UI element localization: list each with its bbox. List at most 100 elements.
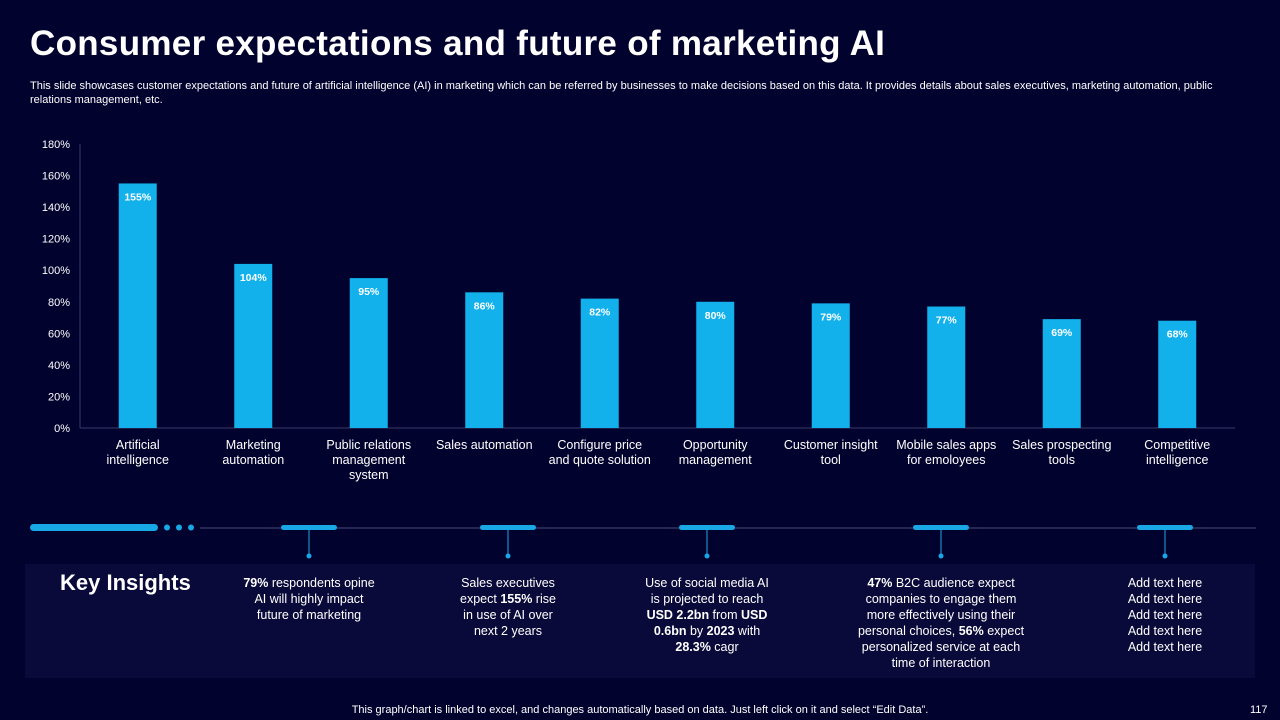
- key-insight-segment: time of interaction: [891, 656, 991, 670]
- key-insight-segment: Add text here: [1127, 640, 1203, 654]
- key-insight-highlight: USD: [741, 608, 768, 622]
- x-category-label: and quote solution: [549, 453, 651, 467]
- bar[interactable]: [696, 301, 735, 428]
- x-category-label: Marketing: [226, 438, 281, 452]
- x-category-label: management: [679, 453, 752, 467]
- y-tick-label: 60%: [48, 328, 70, 340]
- bar[interactable]: [1158, 320, 1197, 428]
- y-tick-label: 160%: [42, 171, 70, 183]
- key-insight-line: in use of AI over: [423, 607, 593, 623]
- key-insights-title: Key Insights: [60, 570, 191, 595]
- x-category-label: tool: [821, 453, 841, 467]
- key-insight-text: Use of social media AI is projected to re…: [622, 575, 792, 655]
- bar[interactable]: [580, 298, 619, 428]
- bar-chart[interactable]: 0% 20% 40% 60% 80% 100% 120% 140% 160% 180% 155% Ar…: [0, 0, 1280, 500]
- key-insight-line: AI will highly impact: [224, 591, 394, 607]
- footer-note: This graph/chart is linked to excel, and…: [351, 704, 929, 716]
- key-insight-line: 79% respondents opine: [224, 575, 394, 591]
- x-category-label: system: [349, 468, 389, 482]
- page-title: Consumer expectations and future of mark…: [30, 24, 886, 63]
- timeline-marker-dot: [306, 553, 312, 559]
- bar[interactable]: [465, 292, 504, 428]
- key-insight-highlight: 2023: [706, 624, 735, 638]
- key-insight-segment: from: [709, 608, 742, 622]
- bar[interactable]: [811, 303, 850, 428]
- key-insight-segment: expect: [460, 592, 501, 606]
- bar-data-label: 69%: [1051, 327, 1073, 339]
- y-tick-label: 40%: [48, 360, 70, 372]
- timeline-dot-3: [188, 524, 194, 531]
- key-insight-highlight: 155%: [500, 592, 533, 606]
- bar-data-label: 77%: [936, 315, 958, 327]
- timeline-marker-dot: [938, 553, 944, 559]
- x-category-label: Opportunity: [683, 438, 748, 452]
- timeline-dot-2: [176, 524, 182, 531]
- key-insight-highlight: USD 2.2bn: [646, 608, 710, 622]
- timeline-progress-bar: [30, 524, 158, 531]
- key-insight-line: time of interaction: [856, 655, 1026, 671]
- bar[interactable]: [349, 278, 388, 428]
- key-insight-text: 79% respondents opine AI will highly impa…: [224, 575, 394, 623]
- key-insight-line: Add text here: [1080, 591, 1250, 607]
- y-tick-label: 120%: [42, 234, 70, 246]
- page-number: 117: [1250, 704, 1268, 716]
- key-insight-line: 47% B2C audience expect: [856, 575, 1026, 591]
- bar[interactable]: [1042, 319, 1081, 428]
- key-insight-line: personalized service at each: [856, 639, 1026, 655]
- key-insight-highlight: 28.3%: [675, 640, 711, 654]
- x-category-label: Mobile sales apps: [896, 438, 996, 452]
- x-category-label: tools: [1049, 453, 1075, 467]
- x-category-label: intelligence: [1146, 453, 1209, 467]
- bar[interactable]: [927, 306, 966, 428]
- key-insights-panel: [25, 564, 1255, 678]
- key-insight-highlight: 47%: [867, 576, 893, 590]
- y-tick-label: 140%: [42, 202, 70, 214]
- bar[interactable]: [118, 183, 157, 428]
- page-subtitle: This slide showcases customer expectatio…: [30, 80, 1213, 106]
- key-insight-highlight: 56%: [958, 624, 984, 638]
- key-insight-segment: with: [734, 624, 761, 638]
- y-tick-label: 80%: [48, 297, 70, 309]
- key-insight-segment: B2C audience expect: [892, 576, 1015, 590]
- key-insight-segment: future of marketing: [256, 608, 362, 622]
- key-insight-line: USD 2.2bn from USD: [622, 607, 792, 623]
- x-category-label: automation: [222, 453, 284, 467]
- timeline-marker-bar: [1137, 525, 1193, 530]
- key-insight-segment: personal choices,: [857, 624, 959, 638]
- key-insight-highlight: 0.6bn: [653, 624, 687, 638]
- x-category-label: for emoloyees: [907, 453, 986, 467]
- bar-data-label: 82%: [589, 307, 611, 319]
- timeline-marker-bar: [913, 525, 969, 530]
- key-insight-segment: Sales executives: [461, 576, 555, 590]
- bar[interactable]: [234, 263, 273, 428]
- key-insight-segment: Add text here: [1127, 624, 1203, 638]
- key-insight-line: 28.3% cagr: [622, 639, 792, 655]
- y-tick-label: 180%: [42, 139, 70, 151]
- key-insight-highlight: 79%: [243, 576, 269, 590]
- y-tick-label: 20%: [48, 391, 70, 403]
- key-insight-segment: AI will highly impact: [254, 592, 364, 606]
- key-insight-segment: Add text here: [1127, 608, 1203, 622]
- key-insight-segment: Add text here: [1127, 592, 1203, 606]
- x-category-label: Sales automation: [436, 438, 533, 452]
- bar-data-label: 79%: [820, 311, 842, 323]
- key-insight-line: Add text here: [1080, 575, 1250, 591]
- key-insight-segment: by: [686, 624, 707, 638]
- key-insight-line: Add text here: [1080, 639, 1250, 655]
- timeline-dot-1: [164, 524, 170, 531]
- timeline-marker-dot: [505, 553, 511, 559]
- y-tick-label: 0%: [54, 423, 70, 435]
- key-insight-segment: companies to engage them: [865, 592, 1017, 606]
- key-insight-line: Use of social media AI: [622, 575, 792, 591]
- key-insight-line: Add text here: [1080, 623, 1250, 639]
- bar-data-label: 104%: [240, 272, 268, 284]
- key-insight-text: 47% B2C audience expect companies to enga…: [856, 575, 1026, 671]
- bar-data-label: 68%: [1167, 329, 1189, 341]
- timeline-marker-bar: [679, 525, 735, 530]
- x-category-label: Customer insight: [784, 438, 878, 452]
- timeline-marker-dot: [704, 553, 710, 559]
- bar-data-label: 95%: [358, 286, 380, 298]
- bar-data-label: 80%: [705, 310, 727, 322]
- key-insight-line: next 2 years: [423, 623, 593, 639]
- key-insight-line: expect 155% rise: [423, 591, 593, 607]
